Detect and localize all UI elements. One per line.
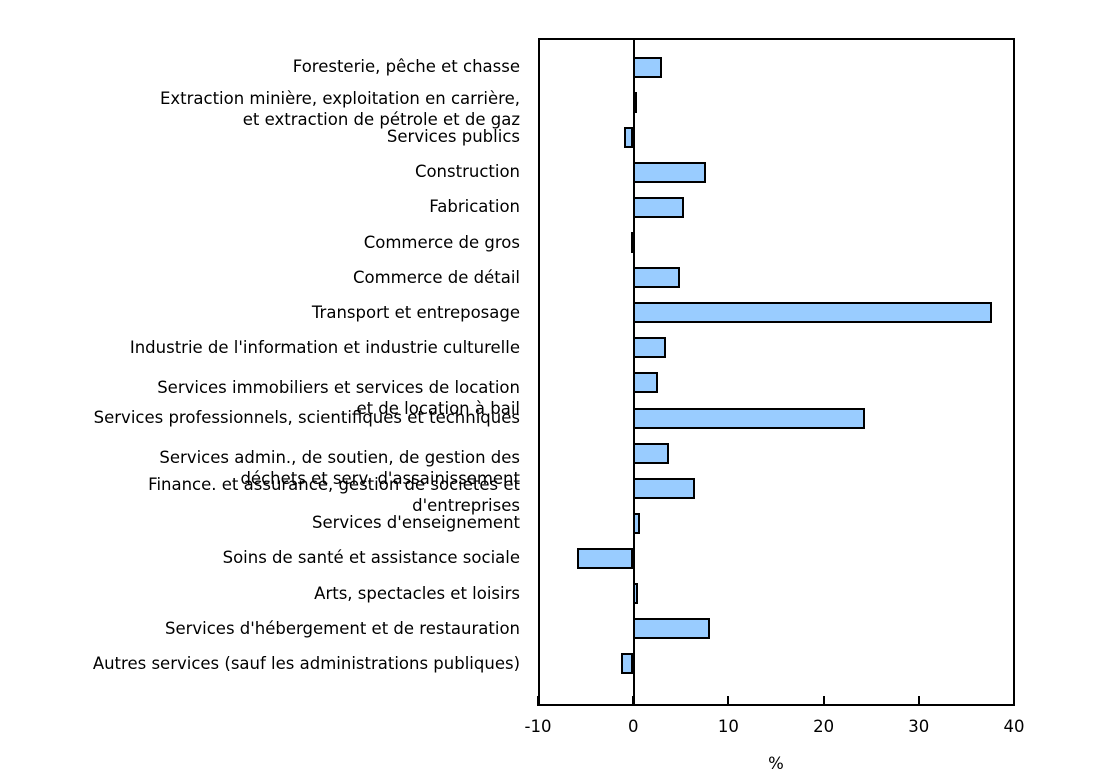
bar [620,653,634,675]
category-label: Services d'hébergement et de restauratio… [164,618,520,638]
x-tick-label: -10 [524,717,552,736]
category-label: Foresterie, pêche et chasse [292,57,520,76]
x-tick [1013,696,1015,706]
bar [623,126,634,148]
bar [633,477,696,499]
bar [577,547,634,569]
x-tick [632,696,635,706]
x-tick [537,696,539,706]
category-label: Transport et entreposage [311,302,520,322]
bar [633,56,662,78]
bar [633,196,684,218]
x-tick [727,696,730,706]
x-tick [822,696,825,706]
bar [633,267,680,289]
category-label: Commerce de détail [352,267,520,287]
category-label: Finance. et assurance, gestion de sociét… [148,475,520,516]
x-tick-label: 10 [717,717,739,736]
x-axis-title: % [768,754,784,773]
category-label: Arts, spectacles et loisirs [314,583,520,603]
bar [633,372,658,394]
x-tick-label: 20 [813,717,835,736]
bar [633,337,666,359]
bar [633,407,866,429]
x-tick-label: 0 [627,717,639,736]
x-tick-label: 30 [908,717,930,736]
category-label: Services admin., de soutien, de gestion … [159,448,520,489]
bar [633,161,707,183]
category-label: Autres services (sauf les administration… [92,653,520,673]
category-label: Extraction minière, exploitation en carr… [159,89,520,130]
category-label: Services immobiliers et services de loca… [157,377,520,418]
category-label: Services professionnels, scientifiques e… [93,408,520,427]
category-label: Fabrication [429,197,520,217]
bar [633,302,993,324]
x-tick [917,696,920,706]
category-label: Soins de santé et assistance sociale [222,548,520,568]
bar [633,618,711,640]
category-label: Services d'enseignement [311,513,520,533]
x-tick-label: 40 [1003,717,1025,736]
bar [633,442,670,464]
category-label: Construction [414,162,520,182]
category-label: Industrie de l'information et industrie … [129,337,520,357]
plot-frame [538,38,1015,706]
category-label: Commerce de gros [363,232,520,252]
zero-line [633,38,635,706]
category-label: Services publics [386,127,520,147]
